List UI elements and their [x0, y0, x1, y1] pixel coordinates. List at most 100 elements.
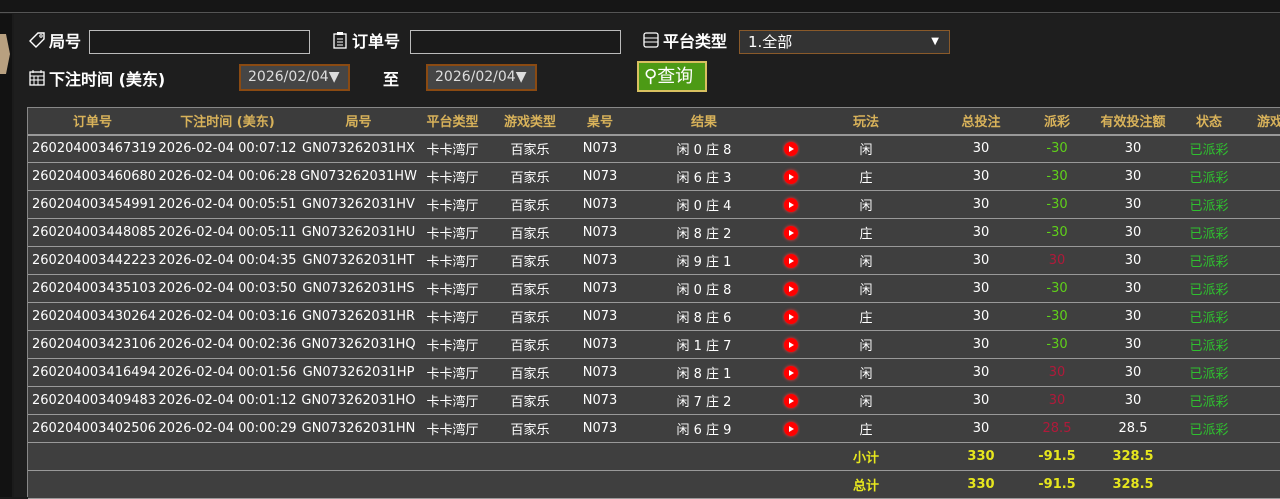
order-id-cell: 260204003442223: [28, 246, 157, 275]
payout-cell: -30: [1030, 162, 1084, 191]
bet-time-cell: 2026-02-04 00:02:36: [157, 330, 298, 359]
date-from-picker[interactable]: 2026/02/04▼: [239, 64, 350, 91]
result-cell: 闲 0 庄 8: [626, 274, 782, 303]
column-header[interactable]: 派彩: [1030, 107, 1084, 136]
time-label-text: 下注时间 (美东): [49, 70, 166, 89]
table-header: 订单号 下注时间 (美东) 局号 平台类型 游戏类型 桌号 结果 玩法 总投注 派彩 有效投注额 状态…: [28, 107, 1280, 136]
status-cell: 已派彩: [1182, 162, 1236, 191]
status-cell: 已派彩: [1182, 246, 1236, 275]
round-id-cell: GN073262031HT: [298, 246, 419, 275]
column-header[interactable]: 状态: [1182, 107, 1236, 136]
payout-cell: -30: [1030, 218, 1084, 247]
bet-type-cell: 庄: [800, 414, 932, 443]
result-cell: 闲 8 庄 6: [626, 302, 782, 331]
replay-cell: [782, 274, 800, 303]
round-id-cell: GN073262031HX: [298, 134, 419, 163]
round-id-cell: GN073262031HU: [298, 218, 419, 247]
date-to-picker[interactable]: 2026/02/04▼: [426, 64, 537, 91]
platform-select[interactable]: 1.全部 ▼: [739, 30, 950, 54]
empty-cell: [1236, 442, 1280, 471]
play-replay-icon[interactable]: [784, 309, 798, 324]
platform-cell: 卡卡湾厅: [419, 246, 486, 275]
valid-bet-cell: 28.5: [1084, 414, 1182, 443]
table-row: 260204003423106 2026-02-04 00:02:36 GN0732…: [28, 330, 1280, 359]
total-bet-cell: 30: [932, 386, 1030, 415]
column-header[interactable]: 局号: [298, 107, 419, 136]
bet-type-cell: 庄: [800, 162, 932, 191]
play-replay-icon[interactable]: [784, 169, 798, 184]
search-button[interactable]: ⚲查询: [637, 61, 707, 92]
payout-cell: 30: [1030, 386, 1084, 415]
platform-cell: 卡卡湾厅: [419, 330, 486, 359]
empty-cell: [574, 470, 626, 499]
valid-bet-cell: 30: [1084, 162, 1182, 191]
order-input[interactable]: [410, 30, 621, 54]
total-total-bet: 330: [932, 470, 1030, 499]
bet-time-cell: 2026-02-04 00:07:12: [157, 134, 298, 163]
table-row: 260204003402506 2026-02-04 00:00:29 GN0732…: [28, 414, 1280, 443]
table-row: 260204003467319 2026-02-04 00:07:12 GN0732…: [28, 134, 1280, 163]
play-replay-icon[interactable]: [784, 253, 798, 268]
bet-type-cell: 庄: [800, 218, 932, 247]
column-header[interactable]: 结果: [626, 107, 782, 136]
column-header[interactable]: 玩法: [800, 107, 932, 136]
play-replay-icon[interactable]: [784, 141, 798, 156]
collapse-handle[interactable]: [0, 34, 10, 74]
play-replay-icon[interactable]: [784, 225, 798, 240]
empty-cell: [157, 442, 298, 471]
total-bet-cell: 30: [932, 358, 1030, 387]
game-cell: [1236, 330, 1280, 359]
order-id-cell: 260204003409483: [28, 386, 157, 415]
platform-cell: 卡卡湾厅: [419, 274, 486, 303]
round-id-cell: GN073262031HO: [298, 386, 419, 415]
table-id-cell: N073: [574, 274, 626, 303]
total-row: 总计 330 -91.5 328.5: [28, 470, 1280, 499]
subtotal-label: 小计: [800, 442, 932, 471]
game-cell: [1236, 358, 1280, 387]
empty-cell: [1182, 442, 1236, 471]
empty-cell: [1236, 470, 1280, 499]
play-replay-icon[interactable]: [784, 365, 798, 380]
column-header[interactable]: 游戏类型: [486, 107, 574, 136]
empty-cell: [28, 470, 157, 499]
status-cell: 已派彩: [1182, 414, 1236, 443]
to-label: 至: [383, 70, 400, 89]
replay-cell: [782, 246, 800, 275]
play-replay-icon[interactable]: [784, 337, 798, 352]
column-header[interactable]: [782, 107, 800, 136]
game-type-cell: 百家乐: [486, 162, 574, 191]
empty-cell: [782, 442, 800, 471]
table-row: 260204003430264 2026-02-04 00:03:16 GN0732…: [28, 302, 1280, 331]
status-cell: 已派彩: [1182, 218, 1236, 247]
round-label-text: 局号: [49, 32, 82, 51]
result-cell: 闲 7 庄 2: [626, 386, 782, 415]
column-header[interactable]: 桌号: [574, 107, 626, 136]
empty-cell: [419, 442, 486, 471]
subtotal-total-bet: 330: [932, 442, 1030, 471]
platform-select-value: 1.全部: [748, 33, 793, 51]
replay-cell: [782, 414, 800, 443]
column-header[interactable]: 订单号: [28, 107, 157, 136]
table-row: 260204003409483 2026-02-04 00:01:12 GN0732…: [28, 386, 1280, 415]
table-id-cell: N073: [574, 414, 626, 443]
replay-cell: [782, 134, 800, 163]
payout-cell: -30: [1030, 190, 1084, 219]
column-header[interactable]: 下注时间 (美东): [157, 107, 298, 136]
order-id-cell: 260204003448085: [28, 218, 157, 247]
column-header[interactable]: 平台类型: [419, 107, 486, 136]
empty-cell: [298, 470, 419, 499]
round-input[interactable]: [89, 30, 310, 54]
valid-bet-cell: 30: [1084, 274, 1182, 303]
play-replay-icon[interactable]: [784, 393, 798, 408]
play-replay-icon[interactable]: [784, 197, 798, 212]
valid-bet-cell: 30: [1084, 386, 1182, 415]
column-header[interactable]: 总投注: [932, 107, 1030, 136]
play-replay-icon[interactable]: [784, 421, 798, 436]
total-bet-cell: 30: [932, 190, 1030, 219]
play-replay-icon[interactable]: [784, 281, 798, 296]
valid-bet-cell: 30: [1084, 330, 1182, 359]
round-id-cell: GN073262031HN: [298, 414, 419, 443]
column-header[interactable]: 游戏: [1236, 107, 1280, 136]
column-header[interactable]: 有效投注额: [1084, 107, 1182, 136]
platform-cell: 卡卡湾厅: [419, 134, 486, 163]
